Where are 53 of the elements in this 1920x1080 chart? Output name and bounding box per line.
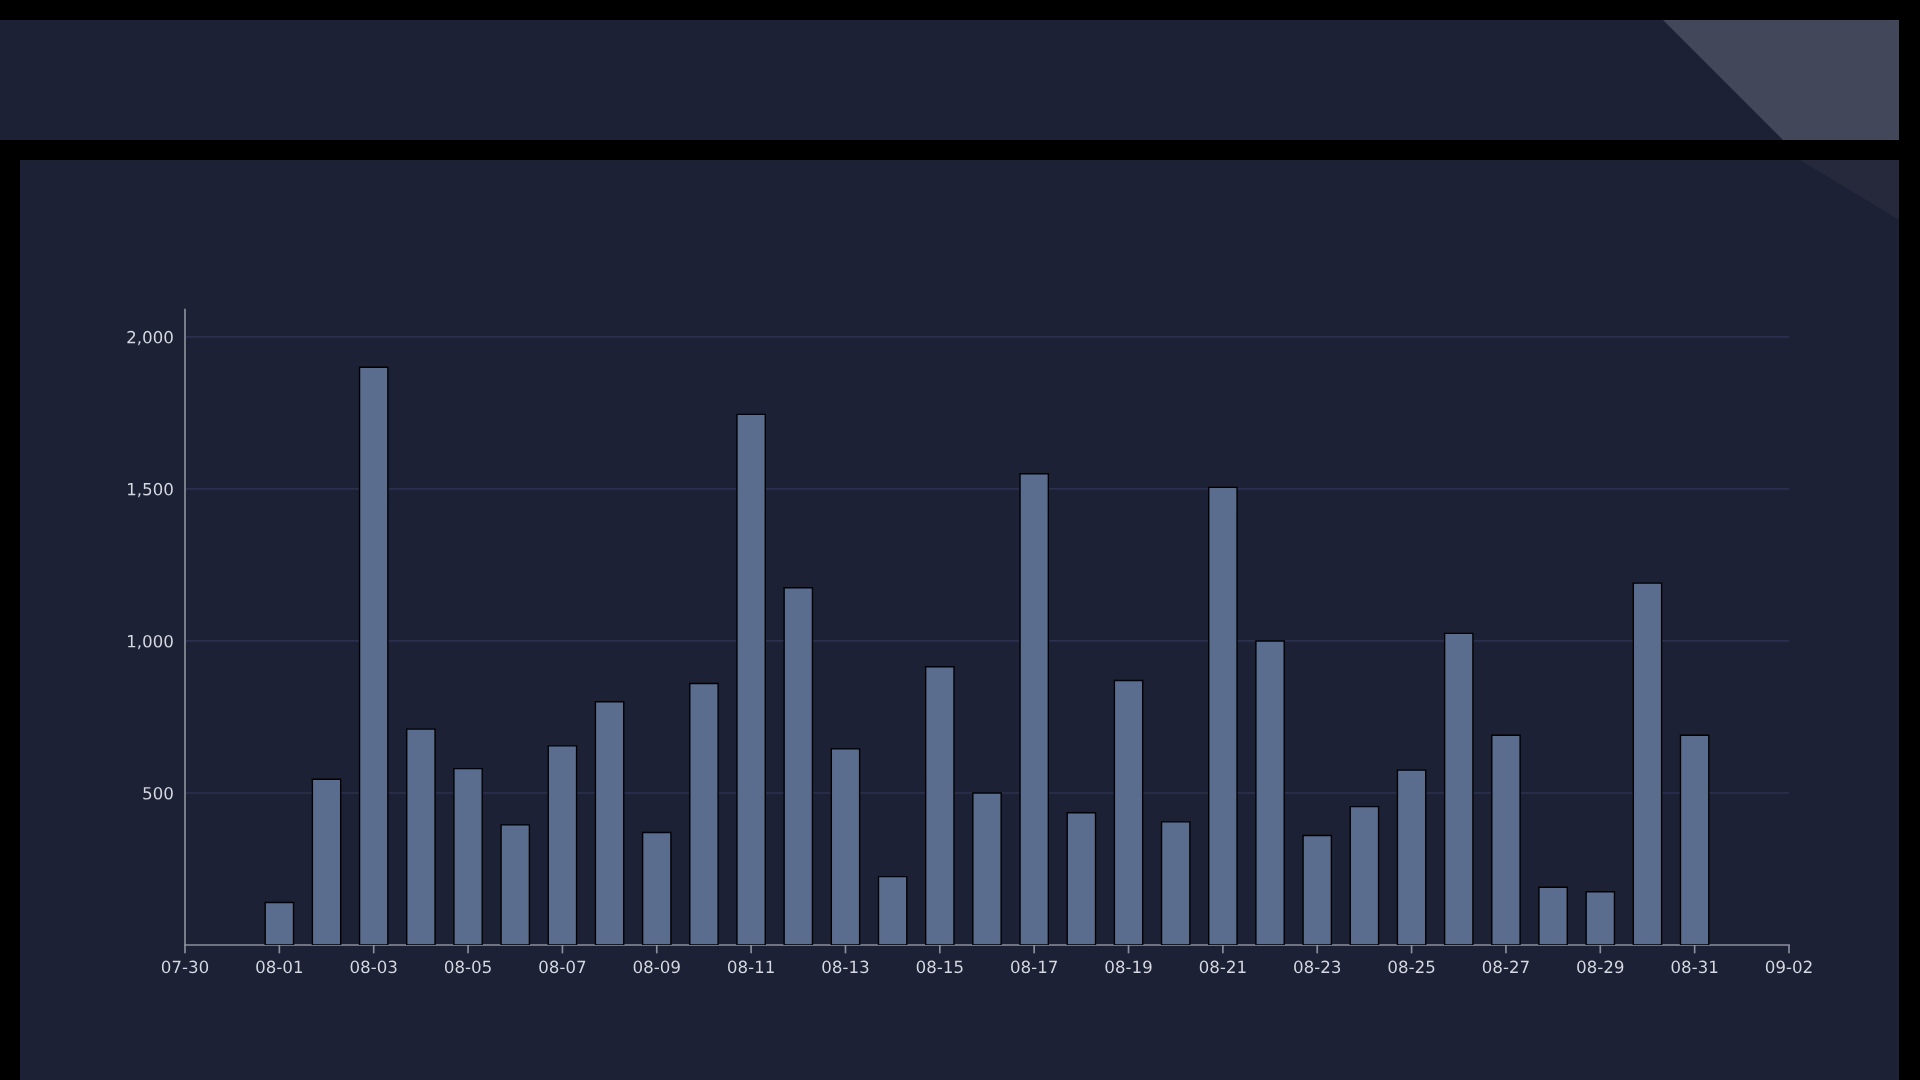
bar: [1396, 769, 1427, 945]
bar: [1679, 734, 1710, 945]
bar: [547, 745, 578, 945]
bar: [1160, 821, 1191, 945]
bar: [1255, 640, 1285, 945]
x-tick-label: 08-27: [1482, 960, 1529, 974]
bar: [1585, 891, 1616, 945]
y-tick-label: 2,000: [127, 330, 173, 346]
bar: [736, 413, 766, 945]
x-tick-label: 08-23: [1294, 960, 1341, 974]
bar: [500, 824, 531, 945]
x-tick-label: 07-30: [161, 960, 209, 974]
bar: [783, 587, 814, 945]
bar: [877, 875, 908, 945]
y-tick-label: 1,000: [128, 634, 173, 650]
x-tick-label: 08-03: [350, 960, 397, 974]
bar: [830, 748, 861, 945]
x-tick-label: 08-01: [256, 960, 303, 974]
y-tick-label: 500: [143, 786, 173, 800]
x-tick-label: 08-15: [916, 960, 963, 974]
bar: [453, 767, 483, 945]
bar: [1538, 886, 1568, 945]
x-tick-label: 08-05: [444, 960, 491, 974]
bar: [1302, 834, 1333, 945]
x-tick-label: 08-25: [1388, 960, 1435, 974]
bar: [1208, 486, 1238, 945]
bar: [689, 682, 719, 945]
bar: [358, 366, 389, 945]
y-tick-label: 1,500: [128, 482, 173, 498]
bar: [1113, 679, 1144, 945]
bar: [924, 666, 955, 945]
x-tick-label: 08-09: [633, 960, 680, 974]
bar: [264, 901, 295, 945]
bar: [1443, 632, 1474, 945]
x-tick-label: 08-19: [1105, 960, 1152, 974]
bar: [972, 792, 1002, 945]
x-tick-label: 08-11: [728, 960, 774, 974]
bar: [641, 831, 672, 945]
bar: [594, 701, 625, 945]
x-tick-label: 08-31: [1671, 960, 1718, 974]
bar: [406, 728, 436, 945]
bar: [311, 778, 342, 945]
x-tick-label: 08-21: [1199, 960, 1246, 974]
bar: [1066, 812, 1097, 945]
x-tick-label: 09-02: [1765, 960, 1812, 974]
bar: [1491, 734, 1521, 945]
x-tick-label: 08-07: [539, 960, 586, 974]
x-tick-label: 08-17: [1011, 960, 1057, 974]
bar: [1019, 473, 1050, 945]
x-tick-label: 08-29: [1577, 960, 1624, 974]
bar: [1349, 805, 1380, 945]
bar: [1632, 582, 1663, 945]
x-tick-label: 08-13: [822, 960, 869, 974]
